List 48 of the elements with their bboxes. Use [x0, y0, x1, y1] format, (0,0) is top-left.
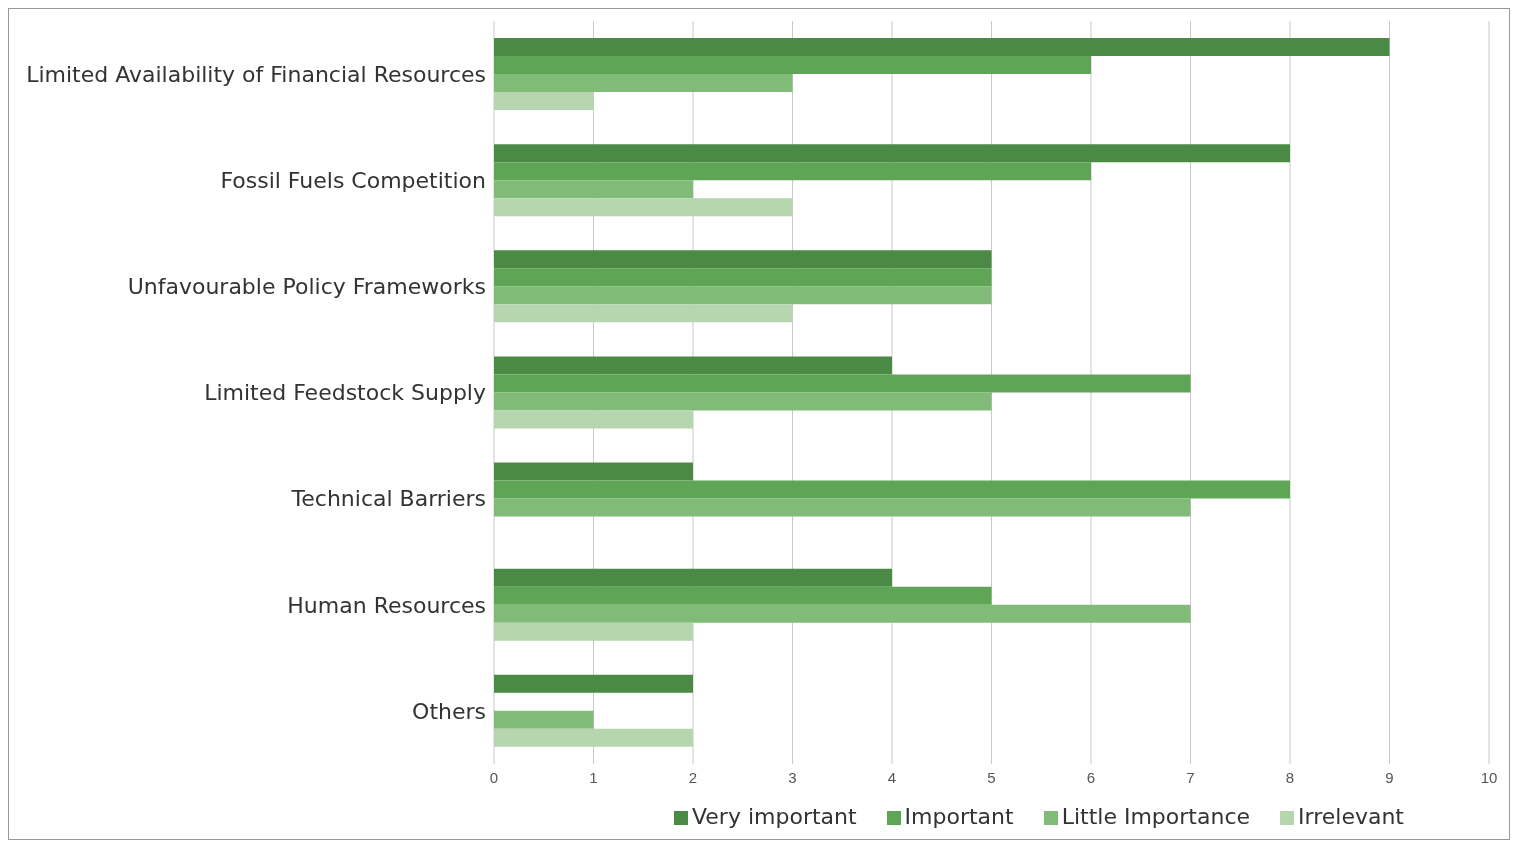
bar — [494, 586, 992, 605]
x-tick-label: 10 — [1480, 768, 1498, 786]
x-tick-label: 2 — [688, 768, 698, 786]
bar — [494, 55, 1091, 74]
bar — [494, 728, 693, 747]
legend-label: Important — [904, 804, 1014, 829]
bar — [494, 674, 693, 693]
y-tick-label: Limited Feedstock Supply — [204, 380, 486, 406]
bar — [494, 250, 992, 269]
legend-label: Irrelevant — [1298, 804, 1404, 829]
x-tick-label: 1 — [589, 768, 598, 786]
bar — [494, 374, 1191, 393]
bar — [494, 268, 992, 287]
bar — [494, 568, 892, 587]
legend-label: Little Importance — [1061, 804, 1251, 829]
x-tick-label: 8 — [1285, 768, 1295, 786]
bar — [494, 410, 693, 429]
x-tick-label: 7 — [1186, 768, 1195, 786]
x-tick-label: 5 — [987, 768, 996, 786]
bar — [494, 180, 693, 199]
x-tick-label: 9 — [1385, 768, 1394, 786]
bar — [494, 604, 1191, 623]
bar — [494, 304, 793, 323]
bar — [494, 91, 594, 110]
bar — [494, 498, 1191, 517]
bar — [494, 37, 1390, 56]
x-tick-label: 0 — [489, 768, 499, 786]
bar — [494, 198, 793, 217]
y-tick-label: Technical Barriers — [290, 486, 486, 512]
y-tick-label: Fossil Fuels Competition — [220, 168, 486, 194]
bar — [494, 356, 892, 375]
x-tick-label: 3 — [788, 768, 797, 786]
bar — [494, 710, 594, 729]
bar — [494, 162, 1091, 181]
bar — [494, 144, 1290, 163]
bar — [494, 73, 793, 92]
bar — [494, 462, 693, 481]
bar — [494, 622, 693, 641]
bar — [494, 480, 1290, 499]
legend-label: Very important — [691, 804, 857, 829]
bar — [494, 286, 992, 305]
y-tick-label: Others — [412, 698, 486, 724]
y-tick-label: Limited Availability of Financial Resources — [26, 61, 486, 87]
x-tick-label: 6 — [1086, 768, 1096, 786]
bar — [494, 392, 992, 411]
y-tick-label: Unfavourable Policy Frameworks — [127, 274, 486, 300]
x-tick-label: 4 — [887, 768, 897, 786]
y-tick-label: Human Resources — [287, 592, 486, 618]
